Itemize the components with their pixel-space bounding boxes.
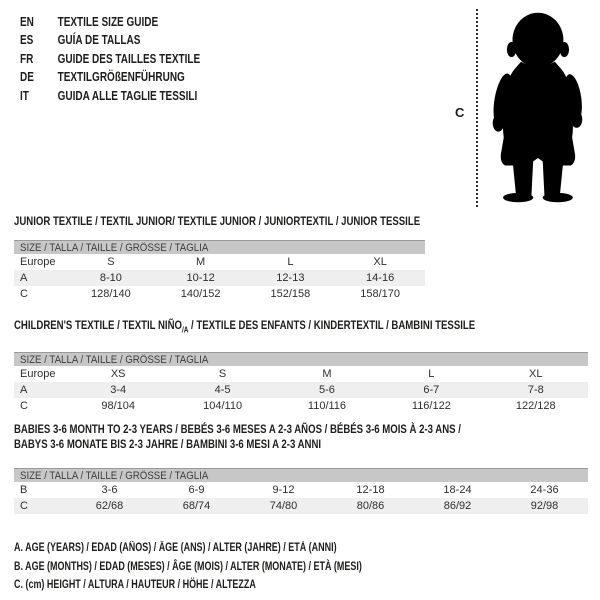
size-cell: S <box>107 256 115 268</box>
value-cell: 62/68 <box>95 500 124 512</box>
note-height-cm: C. (cm) HEIGHT / ALTURA / HAUTEUR / HÖHE… <box>14 579 256 591</box>
row-label: Europe <box>20 256 56 268</box>
value-cell: 80/86 <box>356 500 385 512</box>
table-row: A 3-4 4-5 5-6 6-7 7-8 <box>14 382 588 399</box>
lang-row-es: ES GUÍA DE TALLAS <box>20 31 200 49</box>
junior-size-table: SIZE / TALLA / TAILLE / GRÖSSE / TAGLIA … <box>14 240 425 302</box>
value-cell: 12-18 <box>356 484 385 496</box>
value-cell: 158/170 <box>360 288 400 300</box>
lang-row-it: IT GUIDA ALLE TAGLIE TESSILI <box>20 87 200 105</box>
value-cell: 12-13 <box>276 272 305 284</box>
value-cell: 122/128 <box>515 400 556 413</box>
toddler-silhouette-icon <box>492 12 583 203</box>
value-cell: 152/158 <box>270 288 311 300</box>
size-cell: XS <box>110 368 126 381</box>
size-cell: L <box>287 256 294 268</box>
size-cell: L <box>428 368 435 381</box>
lang-row-de: DE TEXTILGRÖßENFÜHRUNG <box>20 68 200 86</box>
size-header-bar: SIZE / TALLA / TAILLE / GRÖSSE / TAGLIA <box>14 352 588 367</box>
lang-title: GUIDA ALLE TAGLIE TESSILI <box>57 88 198 103</box>
lang-title: TEXTILE SIZE GUIDE <box>57 15 159 29</box>
value-cell: 7-8 <box>527 384 544 397</box>
value-cell: 18-24 <box>443 484 472 496</box>
row-label: A <box>20 384 28 397</box>
row-label: Europe <box>20 368 56 381</box>
value-cell: 10-12 <box>186 272 215 284</box>
note-age-years: A. AGE (YEARS) / EDAD (AÑOS) / ÂGE (ANS)… <box>14 542 337 554</box>
value-cell: 116/122 <box>411 400 451 413</box>
value-cell: 104/110 <box>203 400 243 413</box>
babies-size-table: SIZE / TALLA / TAILLE / GRÖSSE / TAGLIA … <box>14 468 588 514</box>
note-age-months: B. AGE (MONTHS) / EDAD (MESES) / ÂGE (MO… <box>14 560 362 573</box>
section-junior-textile: JUNIOR TEXTILE / TEXTIL JUNIOR/ TEXTILE … <box>14 214 425 302</box>
title-part: CHILDREN'S TEXTILE / TEXTIL NIÑO <box>14 318 182 332</box>
lang-title: TEXTILGRÖßENFÜHRUNG <box>57 70 185 85</box>
size-cell: M <box>322 368 332 381</box>
children-section-title: CHILDREN'S TEXTILE / TEXTIL NIÑO/A / TEX… <box>14 318 476 337</box>
value-cell: 92/98 <box>530 500 559 512</box>
table-row: B 3-6 6-9 9-12 12-18 18-24 24-36 <box>14 482 588 498</box>
value-cell: 68/74 <box>182 500 211 512</box>
value-cell: 74/80 <box>269 500 298 512</box>
babies-section-title-line2: BABYS 3-6 MONATE BIS 2-3 JAHRE / BAMBINI… <box>14 437 322 451</box>
row-label: C <box>20 500 28 512</box>
lang-title: GUIDE DES TAILLES TEXTILE <box>57 51 201 66</box>
lang-title: GUÍA DE TALLAS <box>57 33 141 48</box>
lang-code: IT <box>20 88 29 103</box>
row-label: C <box>20 288 28 300</box>
height-measure-label: C <box>455 105 465 120</box>
size-header-bar: SIZE / TALLA / TAILLE / GRÖSSE / TAGLIA <box>14 240 425 254</box>
lang-row-en: EN TEXTILE SIZE GUIDE <box>20 13 200 31</box>
table-row: C 62/68 68/74 74/80 80/86 86/92 92/98 <box>14 498 588 514</box>
title-part: / TEXTILE DES ENFANTS / KINDERTEXTIL / B… <box>188 318 476 332</box>
section-babies-textile: BABIES 3-6 MONTH TO 2-3 YEARS / BEBÉS 3-… <box>14 422 588 514</box>
value-cell: 14-16 <box>366 272 395 284</box>
value-cell: 3-6 <box>101 484 118 496</box>
value-cell: 98/104 <box>101 400 136 413</box>
lang-code: EN <box>20 15 34 29</box>
size-header-bar: SIZE / TALLA / TAILLE / GRÖSSE / TAGLIA <box>14 468 588 482</box>
size-cell: XL <box>373 256 387 268</box>
lang-code: FR <box>20 51 34 66</box>
value-cell: 8-10 <box>99 272 122 284</box>
value-cell: 6-7 <box>423 384 440 397</box>
value-cell: 4-5 <box>214 384 231 397</box>
legend-notes: A. AGE (YEARS) / EDAD (AÑOS) / ÂGE (ANS)… <box>14 539 362 595</box>
value-cell: 24-36 <box>530 484 559 496</box>
value-cell: 6-9 <box>188 484 205 496</box>
table-row: A 8-10 10-12 12-13 14-16 <box>14 270 425 286</box>
value-cell: 3-4 <box>110 384 127 397</box>
lang-code: ES <box>20 33 34 48</box>
junior-section-title: JUNIOR TEXTILE / TEXTIL JUNIOR/ TEXTILE … <box>14 214 421 228</box>
table-row: Europe S M L XL <box>14 254 425 270</box>
lang-row-fr: FR GUIDE DES TAILLES TEXTILE <box>20 50 200 68</box>
section-children-textile: CHILDREN'S TEXTILE / TEXTIL NIÑO/A / TEX… <box>14 318 588 414</box>
table-row: C 98/104 104/110 110/116 116/122 122/128 <box>14 398 588 414</box>
height-measure-figure: C <box>450 6 596 210</box>
lang-code: DE <box>20 70 34 85</box>
value-cell: 110/116 <box>307 400 347 413</box>
row-label: A <box>20 272 28 284</box>
height-dotted-line <box>476 9 478 207</box>
value-cell: 9-12 <box>272 484 295 496</box>
row-label: C <box>20 400 28 413</box>
table-row: Europe XS S M L XL <box>14 366 588 382</box>
value-cell: 128/140 <box>90 288 131 300</box>
language-title-list: EN TEXTILE SIZE GUIDE ES GUÍA DE TALLAS … <box>20 13 200 105</box>
size-cell: S <box>218 368 227 381</box>
size-cell: M <box>196 256 206 268</box>
value-cell: 86/92 <box>443 500 472 512</box>
table-row: C 128/140 140/152 152/158 158/170 <box>14 286 425 302</box>
value-cell: 140/152 <box>180 288 221 300</box>
value-cell: 5-6 <box>319 384 335 397</box>
title-subscript: /A <box>181 325 189 335</box>
row-label: B <box>20 484 28 496</box>
babies-section-title-line1: BABIES 3-6 MONTH TO 2-3 YEARS / BEBÉS 3-… <box>14 422 461 436</box>
size-cell: XL <box>529 368 543 381</box>
children-size-table: SIZE / TALLA / TAILLE / GRÖSSE / TAGLIA … <box>14 352 588 414</box>
